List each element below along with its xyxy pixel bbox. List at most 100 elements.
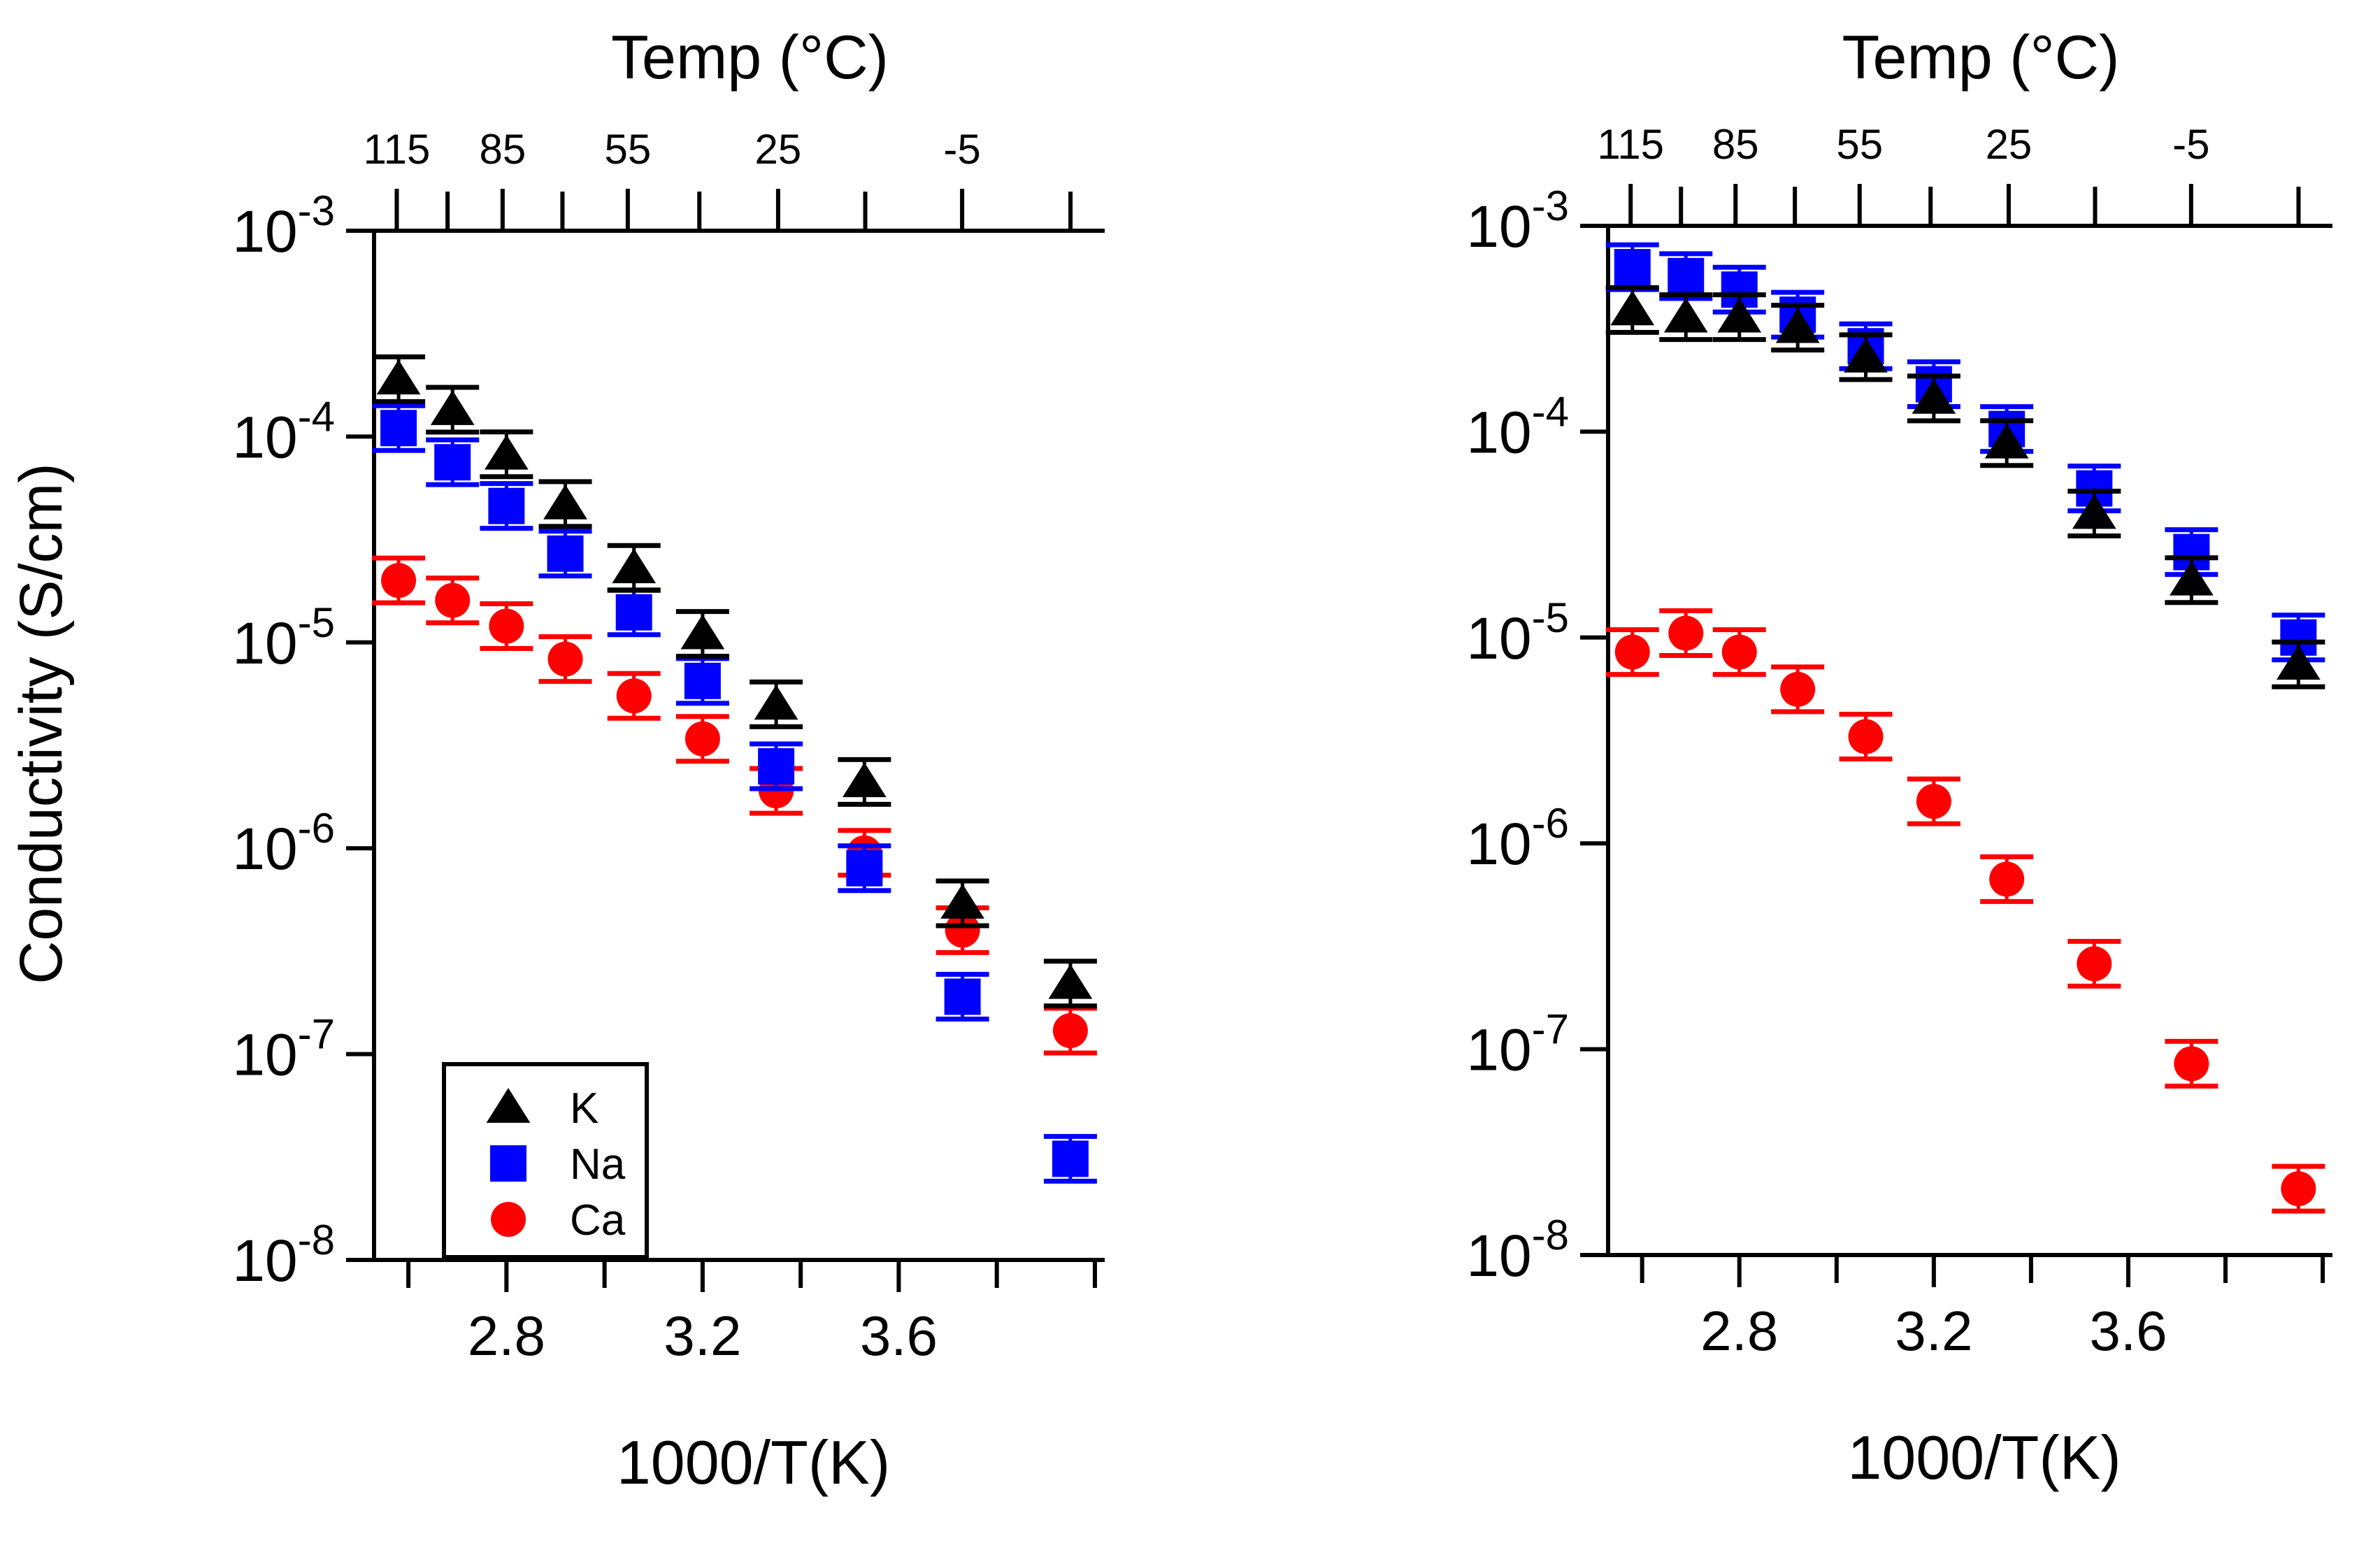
top-tick-label: -5 (2172, 121, 2209, 168)
y-tick-label-base: 10 (232, 404, 297, 470)
point-Ca (1848, 719, 1884, 754)
point-Ca (945, 912, 980, 948)
point-K (754, 685, 798, 720)
legend-label-Ca: Ca (570, 1196, 626, 1245)
y-tick-label-base: 10 (232, 1022, 297, 1088)
point-K (1048, 963, 1093, 999)
y-tick-label-base: 10 (1466, 1223, 1531, 1289)
y-tick-label-exponent: -8 (1532, 1212, 1569, 1259)
point-K (842, 762, 887, 798)
x-tick-label: 2.8 (468, 1305, 545, 1367)
point-K (1663, 297, 1708, 333)
y-tick-label: 10-6 (232, 805, 335, 882)
x-tick-label: 3.6 (2089, 1300, 2167, 1362)
y-tick-label: 10-7 (232, 1011, 335, 1088)
point-K (1610, 290, 1655, 326)
point-Ca (1916, 784, 1951, 819)
point-K (2170, 560, 2214, 596)
top-tick-label: 25 (1986, 121, 2033, 168)
legend: K Na Ca (442, 1062, 649, 1259)
x-axis-label: 1000/T(K) (1847, 1423, 2121, 1492)
series-Na (1605, 242, 2325, 663)
y-tick-label-exponent: -4 (1532, 388, 1569, 435)
y-tick-label-base: 10 (232, 1228, 297, 1293)
y-tick-label-exponent: -3 (1532, 182, 1569, 229)
y-tick-label-exponent: -3 (298, 187, 335, 234)
point-Ca (381, 563, 417, 599)
y-tick-label-exponent: -8 (298, 1217, 335, 1263)
top-tick-label: 115 (364, 126, 431, 173)
point-K (680, 614, 725, 650)
y-tick-label-exponent: -5 (298, 599, 335, 646)
series-Na (372, 403, 1097, 1184)
legend-label-K: K (570, 1084, 598, 1133)
point-Ca (1052, 1013, 1088, 1049)
y-tick-label: 10-5 (1466, 594, 1569, 671)
point-Ca (616, 678, 652, 714)
point-K (940, 883, 984, 919)
y-tick-label: 10-7 (1466, 1006, 1569, 1083)
x-tick-label: 3.6 (860, 1305, 938, 1367)
y-tick-label-base: 10 (232, 199, 297, 264)
legend-marker-Ca (491, 1202, 526, 1237)
point-Na (615, 594, 652, 631)
top-tick-label: -5 (943, 126, 980, 173)
y-tick-label: 10-3 (1466, 182, 1569, 259)
point-Ca (2077, 946, 2112, 982)
point-Na (944, 978, 981, 1015)
point-Na (434, 444, 471, 481)
y-tick-label-exponent: -7 (1532, 1006, 1569, 1053)
legend-marker-Na (490, 1145, 526, 1182)
legend-marker-K (486, 1088, 531, 1123)
x-tick-label: 3.2 (664, 1305, 741, 1367)
series-Ca (372, 555, 1097, 1056)
y-tick-label-base: 10 (232, 610, 297, 676)
y-tick-label: 10-4 (1466, 388, 1569, 465)
y-tick-label-base: 10 (1466, 194, 1531, 259)
y-tick-label-base: 10 (1466, 605, 1531, 671)
y-tick-label-base: 10 (1466, 1017, 1531, 1083)
point-K (430, 390, 475, 425)
point-Ca (1614, 634, 1650, 670)
series-Ca (1605, 608, 2325, 1214)
point-K (2276, 645, 2321, 680)
x-axis-label: 1000/T(K) (617, 1428, 890, 1497)
point-K (543, 484, 587, 519)
point-Na (846, 850, 883, 887)
point-K (485, 434, 529, 470)
point-Ca (1721, 634, 1757, 670)
point-K (1984, 423, 2029, 459)
point-K (2072, 494, 2116, 529)
point-Ca (1989, 861, 2025, 897)
y-tick-label-base: 10 (232, 816, 297, 882)
point-K (1844, 337, 1888, 373)
y-tick-label: 10-4 (232, 393, 335, 470)
point-Na (1052, 1140, 1089, 1177)
point-Ca (489, 608, 524, 644)
y-axis-label: Conductivity (S/cm) (8, 463, 75, 984)
point-Na (758, 748, 795, 785)
point-Na (1614, 249, 1651, 286)
point-Ca (2174, 1046, 2209, 1082)
y-tick-label-base: 10 (1466, 399, 1531, 465)
top-tick-label: 85 (1712, 121, 1759, 168)
point-Ca (547, 641, 583, 677)
point-K (1912, 378, 1956, 414)
series-K (1605, 285, 2325, 689)
top-tick-label: 115 (1597, 121, 1664, 168)
point-Ca (684, 721, 720, 757)
top-axis-label: Temp (°C) (1842, 22, 2120, 92)
legend-label-Na: Na (570, 1140, 626, 1189)
top-tick-label: 25 (755, 126, 802, 173)
point-Ca (1780, 671, 1816, 707)
top-axis-label: Temp (°C) (611, 22, 889, 92)
y-tick-label-base: 10 (1466, 811, 1531, 877)
legend-box (442, 1062, 649, 1259)
point-Na (547, 535, 584, 572)
chart-right: 10-310-410-510-610-710-82.8 3.2 3.61000/T(… (1466, 22, 2332, 1492)
point-Ca (435, 582, 471, 618)
point-K (612, 548, 657, 584)
point-K (376, 359, 421, 395)
y-tick-label-exponent: -4 (298, 393, 335, 440)
